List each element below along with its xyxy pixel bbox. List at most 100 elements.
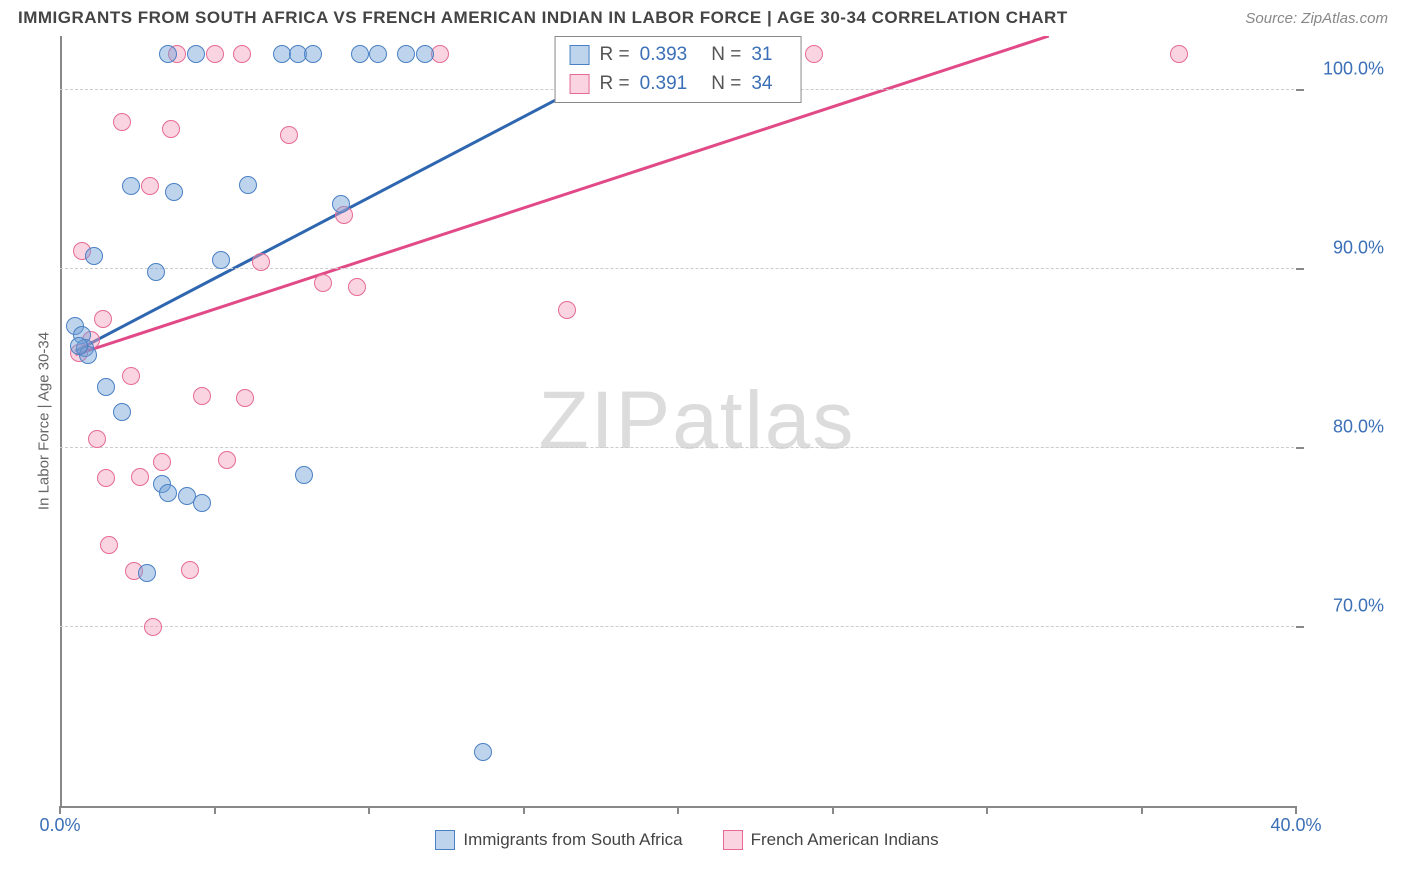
x-tick: [368, 806, 370, 814]
x-tick: [523, 806, 525, 814]
scatter-point-pink: [805, 45, 823, 63]
x-tick: [1141, 806, 1143, 814]
legend-label-blue: Immigrants from South Africa: [463, 830, 682, 850]
scatter-point-pink: [314, 274, 332, 292]
scatter-point-pink: [94, 310, 112, 328]
stat-r-label: R =: [600, 70, 630, 99]
scatter-point-pink: [558, 301, 576, 319]
scatter-point-pink: [113, 113, 131, 131]
scatter-point-blue: [239, 176, 257, 194]
scatter-point-pink: [122, 367, 140, 385]
x-tick: [214, 806, 216, 814]
legend-item-blue: Immigrants from South Africa: [435, 830, 682, 850]
scatter-point-blue: [159, 45, 177, 63]
scatter-point-blue: [416, 45, 434, 63]
scatter-point-pink: [131, 468, 149, 486]
stat-n-pink: 34: [751, 70, 772, 99]
scatter-point-blue: [138, 564, 156, 582]
stat-r-pink: 0.391: [640, 70, 688, 99]
scatter-point-blue: [212, 251, 230, 269]
stat-n-label: N =: [711, 41, 741, 70]
scatter-point-pink: [193, 387, 211, 405]
scatter-point-blue: [85, 247, 103, 265]
x-tick: [59, 806, 61, 814]
plot-area: In Labor Force | Age 30-34 ZIPatlas 70.0…: [60, 36, 1296, 808]
x-tick: [677, 806, 679, 814]
scatter-point-pink: [233, 45, 251, 63]
x-tick: [1295, 806, 1297, 814]
gridline: [60, 447, 1304, 448]
scatter-point-blue: [351, 45, 369, 63]
scatter-point-pink: [431, 45, 449, 63]
scatter-point-blue: [474, 743, 492, 761]
chart-title: IMMIGRANTS FROM SOUTH AFRICA VS FRENCH A…: [18, 8, 1068, 28]
x-tick: [832, 806, 834, 814]
gridline: [60, 626, 1304, 627]
scatter-point-pink: [348, 278, 366, 296]
y-tick-label: 100.0%: [1304, 58, 1384, 79]
y-axis-line: [60, 36, 62, 806]
watermark: ZIPatlas: [539, 374, 856, 468]
scatter-point-pink: [280, 126, 298, 144]
scatter-point-blue: [397, 45, 415, 63]
scatter-point-blue: [97, 378, 115, 396]
x-tick: [986, 806, 988, 814]
scatter-point-pink: [141, 177, 159, 195]
scatter-point-pink: [153, 453, 171, 471]
scatter-point-pink: [1170, 45, 1188, 63]
legend-item-pink: French American Indians: [723, 830, 939, 850]
scatter-point-blue: [332, 195, 350, 213]
legend: Immigrants from South Africa French Amer…: [78, 830, 1296, 850]
chart-container: In Labor Force | Age 30-34 ZIPatlas 70.0…: [18, 36, 1388, 848]
trend-lines: [60, 36, 1296, 806]
scatter-point-blue: [113, 403, 131, 421]
watermark-light: atlas: [672, 375, 855, 466]
swatch-blue-icon: [435, 830, 455, 850]
scatter-point-blue: [187, 45, 205, 63]
stat-n-label: N =: [711, 70, 741, 99]
scatter-point-pink: [162, 120, 180, 138]
y-axis-label: In Labor Force | Age 30-34: [36, 332, 53, 510]
y-tick: [1296, 89, 1304, 91]
scatter-point-pink: [100, 536, 118, 554]
scatter-point-pink: [236, 389, 254, 407]
gridline: [60, 268, 1304, 269]
y-tick-label: 70.0%: [1304, 595, 1384, 616]
watermark-bold: ZIP: [539, 375, 673, 466]
scatter-point-blue: [70, 337, 88, 355]
source-attribution: Source: ZipAtlas.com: [1245, 10, 1388, 27]
swatch-pink-icon: [570, 74, 590, 94]
stat-n-blue: 31: [751, 41, 772, 70]
scatter-point-blue: [295, 466, 313, 484]
stats-box: R = 0.393 N = 31 R = 0.391 N = 34: [555, 36, 802, 103]
y-tick-label: 80.0%: [1304, 416, 1384, 437]
x-tick-label: 0.0%: [39, 815, 80, 836]
y-tick: [1296, 626, 1304, 628]
scatter-point-blue: [147, 263, 165, 281]
y-tick: [1296, 268, 1304, 270]
scatter-point-pink: [218, 451, 236, 469]
y-tick-label: 90.0%: [1304, 237, 1384, 258]
stats-row-pink: R = 0.391 N = 34: [570, 70, 787, 99]
scatter-point-blue: [304, 45, 322, 63]
scatter-point-blue: [159, 484, 177, 502]
scatter-point-pink: [206, 45, 224, 63]
scatter-point-pink: [144, 618, 162, 636]
scatter-point-pink: [252, 253, 270, 271]
scatter-point-pink: [97, 469, 115, 487]
legend-label-pink: French American Indians: [751, 830, 939, 850]
scatter-point-pink: [88, 430, 106, 448]
scatter-point-blue: [165, 183, 183, 201]
scatter-point-blue: [122, 177, 140, 195]
scatter-point-blue: [193, 494, 211, 512]
source-name: ZipAtlas.com: [1301, 10, 1388, 27]
stats-row-blue: R = 0.393 N = 31: [570, 41, 787, 70]
swatch-pink-icon: [723, 830, 743, 850]
scatter-point-pink: [181, 561, 199, 579]
stat-r-label: R =: [600, 41, 630, 70]
scatter-point-blue: [369, 45, 387, 63]
swatch-blue-icon: [570, 45, 590, 65]
y-tick: [1296, 447, 1304, 449]
stat-r-blue: 0.393: [640, 41, 688, 70]
source-prefix: Source:: [1245, 10, 1301, 27]
